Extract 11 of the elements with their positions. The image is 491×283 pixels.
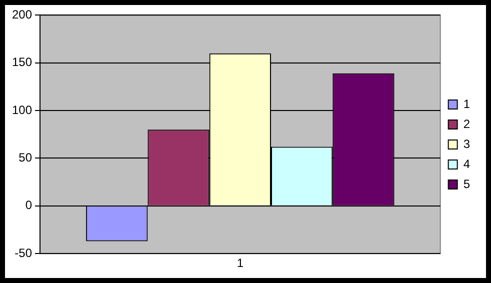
y-tick-label: -50 — [14, 246, 32, 260]
y-tick-label: 0 — [25, 198, 32, 212]
legend-label: 2 — [463, 116, 470, 131]
legend-label: 3 — [463, 136, 470, 151]
y-tick-label: 150 — [12, 55, 32, 70]
legend-label: 1 — [463, 96, 470, 111]
y-tick-label: 200 — [12, 8, 32, 22]
y-tick-label: 100 — [12, 102, 32, 117]
y-tick-label: 50 — [18, 150, 32, 165]
legend-label: 4 — [463, 156, 470, 171]
legend-label: 5 — [463, 176, 470, 191]
